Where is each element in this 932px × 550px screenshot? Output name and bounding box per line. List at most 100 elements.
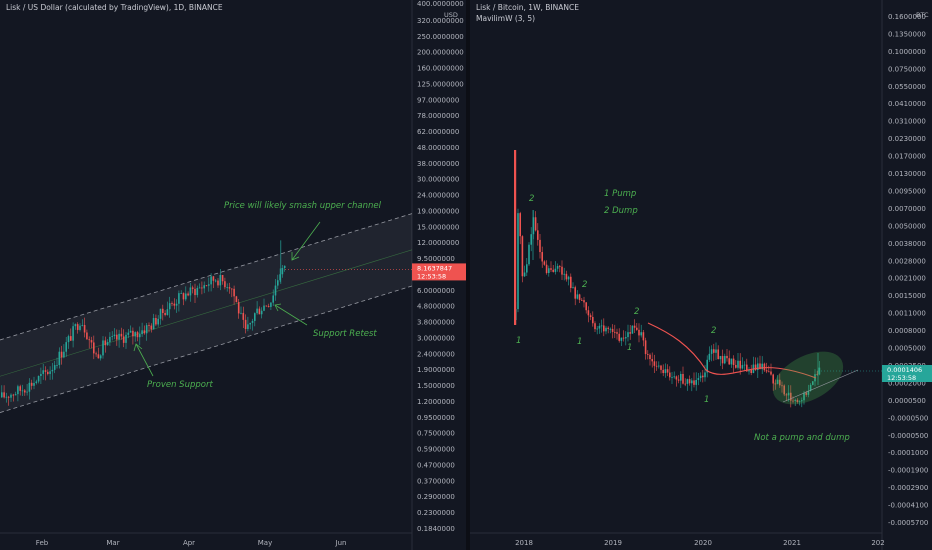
lsk-btc-candle-body <box>609 328 612 330</box>
lsk-usd-plot-area <box>0 0 412 533</box>
lsk-usd-candle-body <box>67 336 70 343</box>
lsk-btc-chart-pane[interactable]: 0.1600000 0.1350000 0.1000000 0.0750000 0.05… <box>470 0 932 550</box>
lsk-btc-candle-body <box>574 287 576 299</box>
lsk-btc-candle-body <box>514 150 517 325</box>
lsk-btc-candle-body <box>651 359 653 362</box>
annotation-smash-upper-channel: Price will likely smash upper channel <box>224 201 382 211</box>
lsk-btc-candle-body <box>600 325 603 327</box>
lsk-btc-y-tick-label: -0.0001900 <box>888 467 928 475</box>
lsk-btc-candle-body <box>706 359 708 373</box>
lsk-usd-candle-body <box>175 303 178 306</box>
lsk-btc-candle-body <box>611 328 614 332</box>
lsk-usd-y-tick-label: 78.0000000 <box>417 112 459 120</box>
lsk-usd-candle-body <box>111 336 113 337</box>
annotation-proven-support: Proven Support <box>147 380 213 390</box>
lsk-btc-candle-body <box>796 399 799 402</box>
lsk-btc-candle-body <box>537 230 539 240</box>
lsk-btc-candle-body <box>636 327 638 330</box>
lsk-btc-candle-body <box>576 294 579 299</box>
lsk-usd-candle-body <box>95 353 97 355</box>
annotation-arrow-smash <box>291 221 321 261</box>
lsk-btc-candle-body <box>772 374 774 384</box>
lsk-usd-candle-body <box>210 276 212 285</box>
lsk-usd-candle-body <box>5 396 8 398</box>
lsk-btc-candle-body <box>633 325 636 328</box>
lsk-btc-candle-body <box>669 372 671 378</box>
lsk-btc-candle-body <box>585 302 587 311</box>
lsk-btc-candle-body <box>816 374 818 375</box>
lsk-btc-candle-body <box>638 329 640 336</box>
lsk-btc-candle-body <box>717 349 719 360</box>
lsk-usd-candle-body <box>247 324 249 330</box>
lsk-btc-candle-body <box>759 363 761 370</box>
lsk-btc-candle-body <box>543 261 546 265</box>
lsk-usd-candle-body <box>168 303 171 310</box>
lsk-usd-candle-body <box>26 391 28 393</box>
lsk-usd-candle-body <box>233 288 235 297</box>
channel-mid-line <box>0 249 413 377</box>
lsk-btc-candle-body <box>781 385 783 387</box>
lsk-btc-candle-body <box>570 276 572 288</box>
lsk-usd-candle-body <box>254 313 256 321</box>
lsk-btc-y-tick-label: 0.0410000 <box>888 100 926 108</box>
lsk-usd-candle-body <box>171 303 173 304</box>
lsk-usd-candle-body <box>51 369 54 372</box>
lsk-btc-candle-body <box>803 392 805 401</box>
lsk-btc-y-tick-label: 0.0095000 <box>888 187 926 195</box>
lsk-usd-chart-pane[interactable]: 320.0000000 250.0000000 200.0000000 160.000… <box>0 0 468 550</box>
lsk-usd-candle-body <box>132 330 134 337</box>
lsk-usd-y-tick-label: 2.4000000 <box>417 350 455 358</box>
lsk-usd-y-tick-label: 62.0000000 <box>417 128 459 136</box>
lsk-usd-candle-body <box>127 332 130 335</box>
wave-label: 1 <box>704 395 709 405</box>
lsk-btc-candle-body <box>732 358 735 366</box>
lsk-usd-candle-body <box>196 287 199 296</box>
lsk-usd-y-tick-label: 0.7500000 <box>417 430 455 438</box>
lsk-usd-candle-body <box>88 339 90 341</box>
lsk-usd-chart[interactable]: 320.0000000 250.0000000 200.0000000 160.000… <box>0 0 468 550</box>
lsk-btc-x-tick-label: 2020 <box>694 539 712 547</box>
lsk-usd-candle-body <box>267 306 270 307</box>
lsk-btc-candle-body <box>697 377 700 380</box>
annotation-dump-legend: 2 Dump <box>604 206 638 216</box>
lsk-usd-x-tick-label: Apr <box>183 539 195 547</box>
lsk-btc-x-tick-label: 2019 <box>604 539 622 547</box>
lsk-btc-candle-body <box>655 365 658 367</box>
lsk-usd-candle-body <box>155 317 157 325</box>
lsk-usd-candle-body <box>19 386 21 391</box>
lsk-btc-candle-body <box>809 384 812 391</box>
lsk-usd-candle-body <box>198 287 201 289</box>
lsk-btc-y-tick-label: -0.0002900 <box>888 484 928 492</box>
pane-divider[interactable] <box>466 0 470 550</box>
lsk-btc-candle-body <box>750 369 752 374</box>
lsk-usd-chart-title: Lisk / US Dollar (calculated by TradingV… <box>6 3 223 12</box>
lsk-usd-y-tick-label: 38.0000000 <box>417 160 459 168</box>
lsk-btc-candle-body <box>567 276 570 280</box>
lsk-usd-candle-body <box>244 319 247 330</box>
lsk-btc-candle-body <box>521 236 524 277</box>
lsk-btc-candle-body <box>691 380 693 384</box>
lsk-btc-candle-body <box>545 264 548 274</box>
lsk-btc-y-tick-label: 0.0550000 <box>888 83 926 91</box>
mavilimw-indicator-label[interactable]: MavilimW (3, 5) <box>476 14 536 23</box>
lsk-usd-candle-body <box>44 370 47 372</box>
lsk-btc-y-tick-label: 0.1000000 <box>888 48 926 56</box>
lsk-btc-candle-body <box>677 379 680 381</box>
lsk-btc-y-tick-label: 0.0050000 <box>888 222 926 230</box>
annotation-arrowhead-retest <box>274 303 282 312</box>
annotation-arrowhead-support <box>133 343 143 352</box>
lsk-usd-candle-body <box>231 288 233 290</box>
lsk-btc-y-tick-label: 0.0021000 <box>888 275 926 283</box>
lsk-btc-candle-body <box>554 268 557 272</box>
wave-label: 1 <box>577 337 582 347</box>
lsk-btc-chart[interactable]: 0.1600000 0.1350000 0.1000000 0.0750000 0.05… <box>470 0 932 550</box>
lsk-usd-x-tick-label: Mar <box>106 539 119 547</box>
lsk-usd-candle-body <box>143 330 146 334</box>
lsk-usd-candle-body <box>208 284 210 286</box>
lsk-usd-y-tick-label: 97.0000000 <box>417 96 459 104</box>
lsk-btc-candle-body <box>768 371 770 373</box>
lsk-usd-y-tick-label: 0.5900000 <box>417 446 455 454</box>
lsk-usd-candle-body <box>129 330 132 333</box>
lsk-usd-y-tick-label: 3.0000000 <box>417 334 455 342</box>
